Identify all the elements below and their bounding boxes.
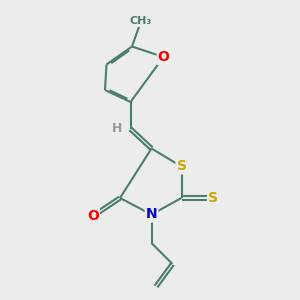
- Text: CH₃: CH₃: [130, 16, 152, 26]
- Text: S: S: [208, 191, 218, 205]
- Text: S: S: [176, 160, 187, 173]
- Text: N: N: [146, 208, 157, 221]
- Text: O: O: [87, 209, 99, 223]
- Text: H: H: [112, 122, 122, 136]
- Text: O: O: [158, 50, 169, 64]
